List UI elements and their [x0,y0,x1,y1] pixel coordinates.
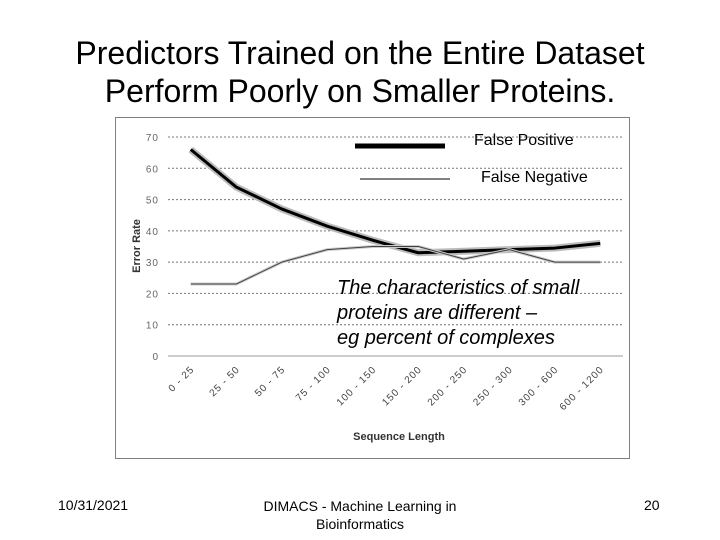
x-tick-label: 0 - 25 [167,364,197,394]
y-tick-label: 70 [146,133,159,144]
legend-label-false-positive: False Positive [474,132,574,149]
callout-line-1: The characteristics of small [337,277,580,299]
line-chart: 0 10 20 30 40 50 60 70 0 - 25 25 - 50 50 - 75 75 - … [131,133,623,443]
x-tick-label: 200 - 250 [426,364,470,408]
y-tick-label: 10 [146,321,159,332]
footer-center-line-2: Bioinformatics [316,516,404,532]
chart-frame [115,117,630,459]
x-tick-label: 75 - 100 [294,364,333,403]
legend-label-false-negative: False Negative [481,169,588,186]
callout-line-2: proteins are different – [337,302,538,324]
slide-title-line-1: Predictors Trained on the Entire Dataset [75,35,645,71]
y-tick-label: 40 [146,227,159,238]
y-tick-label: 0 [152,352,159,363]
x-tick-label: 100 - 150 [335,364,379,408]
y-tick-label: 30 [146,258,159,269]
slide-title-line-2: Perform Poorly on Smaller Proteins. [104,73,616,109]
x-tick-label: 150 - 200 [380,364,424,408]
series-line-false-negative [190,246,601,285]
footer-center-line-1: DIMACS - Machine Learning in [263,498,457,514]
x-tick-label: 25 - 50 [208,364,243,399]
callout-text: The characteristics of small proteins ar… [337,276,637,351]
series-line-false-positive [189,148,601,255]
x-tick-label: 600 - 1200 [558,364,607,413]
y-tick-label: 50 [146,196,159,207]
footer-center: DIMACS - Machine Learning in Bioinformat… [230,497,490,533]
y-axis-title: Error Rate [131,219,143,273]
series-line-shadow [188,146,601,257]
footer-page-number: 20 [644,497,660,513]
footer-date: 10/31/2021 [58,497,129,513]
y-tick-label: 60 [146,164,159,175]
x-tick-label: 300 - 600 [517,364,561,408]
x-tick-label: 50 - 75 [253,364,288,399]
x-axis-title: Sequence Length [353,431,445,443]
y-tick-label: 20 [146,289,159,300]
x-tick-label: 250 - 300 [471,364,515,408]
slide-title: Predictors Trained on the Entire Dataset… [30,34,690,110]
callout-line-3: eg percent of complexes [337,327,555,349]
